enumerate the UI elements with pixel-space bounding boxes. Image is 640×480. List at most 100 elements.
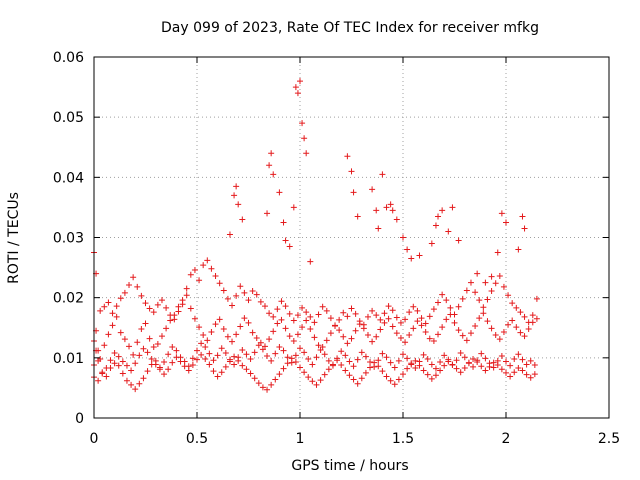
data-point (165, 351, 172, 358)
data-point (424, 371, 431, 378)
data-point (175, 308, 182, 315)
data-point (389, 307, 396, 314)
data-point (377, 316, 384, 323)
data-point (435, 213, 442, 220)
data-point (509, 317, 516, 324)
data-point (268, 381, 275, 388)
data-point (307, 325, 314, 332)
data-point (309, 361, 316, 368)
data-point (375, 357, 382, 364)
data-point (348, 335, 355, 342)
data-point (513, 324, 520, 331)
data-point (362, 353, 369, 360)
data-point (519, 213, 526, 220)
data-point (373, 207, 380, 214)
data-point (428, 361, 435, 368)
data-point (181, 358, 188, 365)
data-point (103, 365, 110, 372)
data-point (459, 332, 466, 339)
data-point (317, 377, 324, 384)
data-point (381, 310, 388, 317)
data-point (472, 322, 479, 329)
data-point (111, 360, 118, 367)
data-point (218, 345, 225, 352)
x-tick-label: 0 (90, 431, 99, 447)
data-point (105, 331, 112, 338)
data-point (521, 333, 528, 340)
data-point (494, 357, 501, 364)
data-point (406, 331, 413, 338)
data-point (259, 384, 266, 391)
data-point (163, 304, 170, 311)
data-point (299, 324, 306, 331)
data-point (198, 340, 205, 347)
data-point (247, 370, 254, 377)
data-point (123, 362, 130, 369)
data-point (511, 369, 518, 376)
data-point (109, 310, 116, 317)
data-point (294, 90, 301, 97)
data-point (255, 342, 262, 349)
data-point (241, 289, 248, 296)
x-axis: 0 0.5 1 1.5 2 2.5 (90, 57, 620, 447)
data-point (239, 347, 246, 354)
data-point (428, 375, 435, 382)
data-point (154, 301, 161, 308)
data-point (455, 237, 462, 244)
data-point (488, 273, 495, 280)
data-point (319, 303, 326, 310)
data-point (305, 374, 312, 381)
data-point (204, 257, 211, 264)
data-point (517, 309, 524, 316)
data-point (315, 342, 322, 349)
data-point (367, 359, 374, 366)
data-point (198, 351, 205, 358)
data-point (379, 350, 386, 357)
data-point (264, 386, 271, 393)
data-point (373, 333, 380, 340)
data-point (525, 325, 532, 332)
data-point (494, 249, 501, 256)
data-point (338, 362, 345, 369)
data-point (529, 312, 536, 319)
data-point (395, 376, 402, 383)
x-axis-label: GPS time / hours (291, 458, 408, 474)
data-point (158, 297, 165, 304)
data-point (525, 319, 532, 326)
data-point (311, 319, 318, 326)
data-point (523, 361, 530, 368)
data-point (509, 300, 516, 307)
data-point (336, 316, 343, 323)
data-point (397, 334, 404, 341)
data-point (206, 361, 213, 368)
data-point (119, 370, 126, 377)
data-point (222, 363, 229, 370)
data-point (470, 363, 477, 370)
data-point (346, 372, 353, 379)
data-point (484, 318, 491, 325)
data-point (150, 344, 157, 351)
data-point (307, 258, 314, 265)
data-point (505, 292, 512, 299)
data-point (531, 371, 538, 378)
data-point (132, 360, 139, 367)
data-point (237, 323, 244, 330)
data-point (204, 337, 211, 344)
data-point (441, 362, 448, 369)
data-point (206, 350, 213, 357)
data-point (235, 354, 242, 361)
data-point (165, 366, 172, 373)
data-point (156, 366, 163, 373)
data-point (150, 309, 157, 316)
data-point (189, 362, 196, 369)
data-point (478, 350, 485, 357)
data-point (478, 363, 485, 370)
data-point (517, 329, 524, 336)
data-point (428, 240, 435, 247)
data-point (167, 312, 174, 319)
data-point (243, 366, 250, 373)
data-point (121, 336, 128, 343)
data-point (196, 324, 203, 331)
data-point (393, 330, 400, 337)
data-point (432, 365, 439, 372)
